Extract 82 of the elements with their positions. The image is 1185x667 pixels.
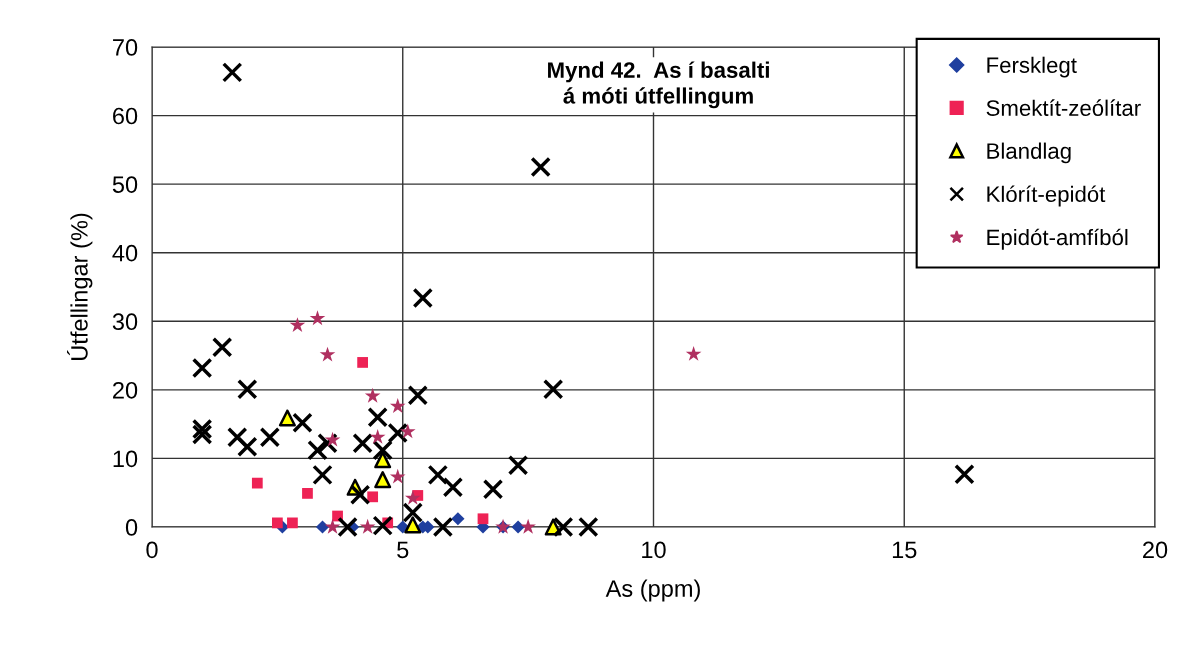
- x-axis-title: As (ppm): [605, 579, 700, 602]
- point: [412, 287, 434, 309]
- legend-label: Smektít-zeólítar: [986, 99, 1141, 116]
- point: [520, 518, 536, 534]
- point: [507, 455, 529, 476]
- point: [317, 433, 338, 454]
- point: [191, 418, 213, 440]
- point: [227, 426, 248, 448]
- point: [552, 516, 574, 538]
- point: [349, 484, 371, 506]
- y-tick-label: 0: [125, 519, 138, 536]
- point: [222, 62, 243, 83]
- x-tick-label: 0: [146, 541, 158, 559]
- point: [237, 436, 258, 458]
- point: [312, 464, 333, 486]
- point: [511, 520, 525, 534]
- point: [278, 409, 296, 427]
- legend-label: Blandlag: [987, 142, 1071, 164]
- point: [954, 463, 975, 485]
- point: [287, 517, 298, 529]
- point: [319, 346, 336, 362]
- point: [352, 433, 373, 454]
- y-tick-label: 70: [113, 39, 138, 56]
- legend-label: Fersklegt: [987, 56, 1077, 78]
- x-tick-label: 5: [397, 541, 409, 559]
- legend-label: Epidót-amfíból: [987, 228, 1128, 250]
- point: [404, 489, 421, 505]
- x-tick-label: 20: [1143, 541, 1168, 559]
- text: Mynd 42. As í basalti á móti útfellingum: [548, 61, 769, 109]
- point: [324, 431, 341, 447]
- point: [367, 407, 388, 428]
- point: [374, 471, 392, 489]
- point: [578, 516, 599, 538]
- point: [315, 520, 330, 534]
- y-tick-label: 60: [113, 107, 138, 125]
- y-tick-label: 50: [112, 176, 138, 193]
- point: [324, 518, 341, 534]
- point: [359, 518, 376, 534]
- point: [367, 491, 379, 503]
- point: [337, 516, 358, 538]
- y-tick-label: 20: [113, 381, 138, 399]
- point: [357, 357, 369, 368]
- point: [292, 412, 313, 434]
- y-tick-label: 30: [112, 313, 138, 331]
- point: [191, 357, 213, 379]
- y-tick-label: 10: [113, 450, 138, 468]
- point: [307, 439, 328, 461]
- point: [369, 428, 386, 444]
- point: [451, 512, 465, 526]
- point: [427, 464, 449, 486]
- point: [432, 516, 454, 538]
- point: [251, 477, 263, 489]
- point: [482, 479, 504, 500]
- point: [402, 502, 424, 523]
- point: [364, 387, 381, 403]
- point: [387, 422, 408, 444]
- point: [309, 310, 326, 326]
- point: [530, 156, 551, 178]
- point: [211, 337, 233, 358]
- point: [404, 516, 422, 534]
- point: [302, 488, 313, 499]
- point: [685, 345, 702, 361]
- point: [259, 426, 281, 448]
- y-axis-title: Útfellingar (%): [67, 213, 93, 360]
- y-tick-label: 40: [112, 244, 138, 262]
- point: [272, 517, 283, 529]
- point: [191, 424, 213, 445]
- point: [237, 378, 258, 400]
- x-tick-label: 10: [642, 541, 666, 559]
- point: [372, 439, 393, 461]
- point: [399, 423, 416, 439]
- point: [374, 451, 392, 469]
- point: [389, 398, 406, 413]
- x-tick-label: 15: [892, 541, 917, 559]
- point: [442, 476, 464, 498]
- legend-label: Klórít-epidót: [987, 185, 1106, 207]
- point: [389, 468, 406, 484]
- point: [477, 513, 489, 525]
- point: [372, 515, 393, 536]
- point: [407, 385, 429, 406]
- point: [542, 378, 564, 400]
- point: [289, 317, 306, 333]
